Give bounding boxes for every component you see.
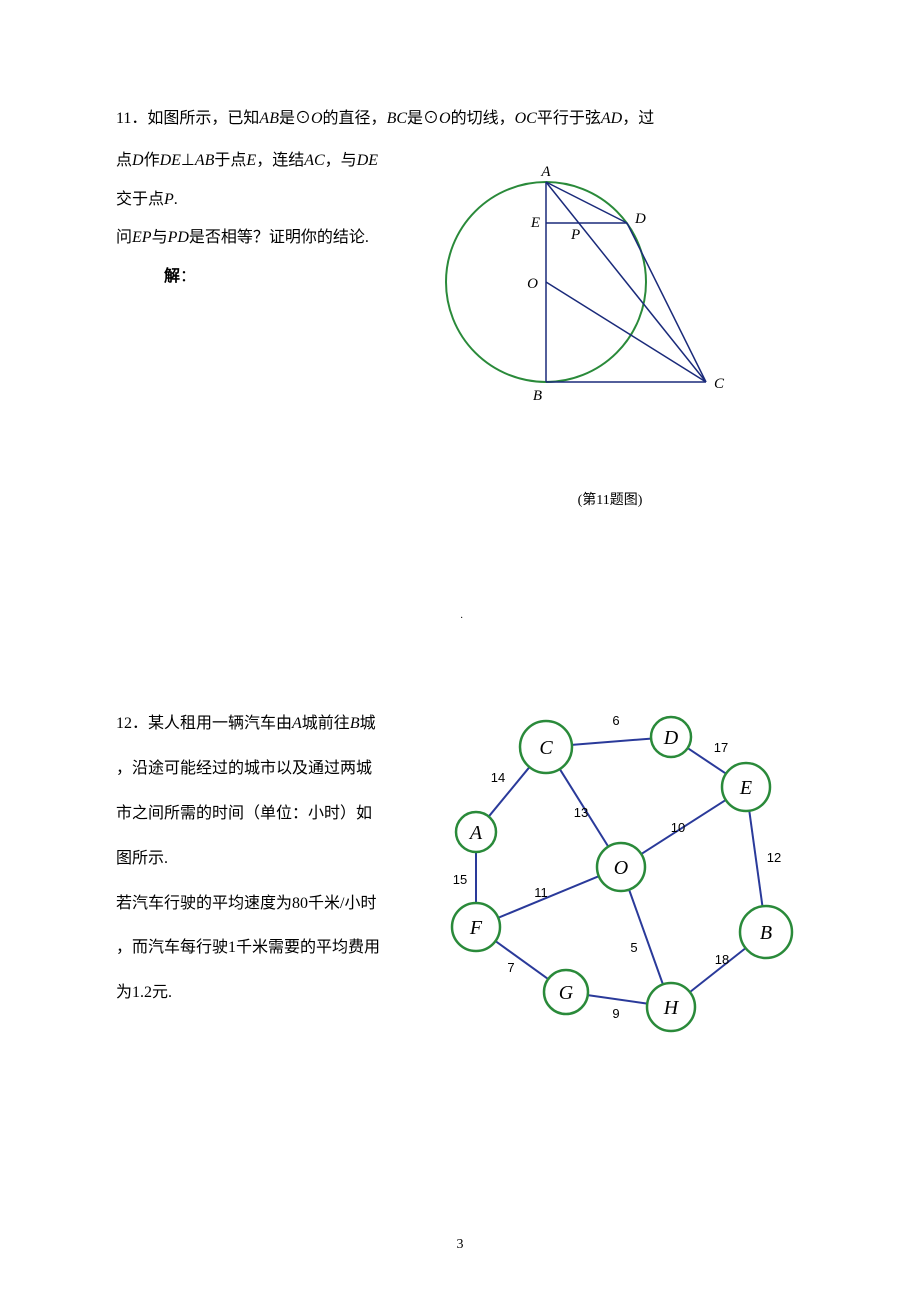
- node-label-E: E: [739, 777, 752, 799]
- edge-weight-E-O: 10: [671, 820, 685, 835]
- p12-line-4: 若汽车行驶的平均速度为80千米/小时: [116, 882, 416, 927]
- edge-weight-H-B: 18: [715, 952, 729, 967]
- page-number: 3: [0, 1228, 920, 1262]
- center-marker: ·: [460, 607, 463, 631]
- p12-line-5: ，而汽车每行驶1千米需要的平均费用: [116, 926, 416, 971]
- point-label-P: P: [570, 227, 580, 243]
- problem-12: 12．某人租用一辆汽车由A城前往B城，沿途可能经过的城市以及通过两城市之间所需的…: [116, 702, 804, 1042]
- spacer: ·: [116, 512, 804, 702]
- p11-line3: 交于点P.: [116, 181, 416, 219]
- edge-weight-C-O: 13: [574, 805, 588, 820]
- p11-answer-label: 解：: [116, 258, 416, 296]
- edge-weight-G-H: 9: [612, 1006, 619, 1021]
- edge-weight-F-O: 11: [534, 885, 548, 900]
- p11-figure: ABODEPC (第11题图): [416, 142, 804, 512]
- segment-AD: [546, 182, 627, 223]
- p11-line1: 11．如图所示，已知AB是⊙O的直径，BC是⊙O的切线，OC平行于弦AD，过: [116, 100, 804, 138]
- edge-O-H: [629, 890, 663, 985]
- node-label-O: O: [614, 857, 628, 879]
- node-label-D: D: [663, 727, 679, 749]
- p11-text: 点D作DE⊥AB于点E，连结AC，与DE 交于点P. 问EP与PD是否相等？证明…: [116, 142, 416, 296]
- problem-11: 11．如图所示，已知AB是⊙O的直径，BC是⊙O的切线，OC平行于弦AD，过 点…: [116, 100, 804, 512]
- p11-svg: A B O D E P C: [416, 142, 746, 462]
- edge-weight-E-B: 12: [767, 850, 781, 865]
- p12-line-2: 市之间所需的时间（单位：小时）如: [116, 792, 416, 837]
- edge-C-D: [572, 739, 651, 745]
- edge-weight-O-H: 5: [630, 940, 637, 955]
- edge-G-H: [588, 996, 647, 1004]
- p12-text: 12．某人租用一辆汽车由A城前往B城，沿途可能经过的城市以及通过两城市之间所需的…: [116, 702, 416, 1016]
- segment-OC: [546, 282, 706, 382]
- edge-F-O: [498, 877, 599, 919]
- edge-weight-A-F: 15: [453, 872, 467, 887]
- p11-block: 点D作DE⊥AB于点E，连结AC，与DE 交于点P. 问EP与PD是否相等？证明…: [116, 142, 804, 512]
- p12-svg: 14 6 17 13 10 12 15 11 7 5 9 18 A C D E O F G H B: [416, 702, 816, 1042]
- p11-line4: 问EP与PD是否相等？证明你的结论.: [116, 219, 416, 257]
- node-label-F: F: [469, 917, 483, 939]
- edge-weight-A-C: 14: [491, 770, 505, 785]
- edge-weight-F-G: 7: [507, 960, 514, 975]
- node-label-H: H: [663, 997, 680, 1019]
- p11-line2: 点D作DE⊥AB于点E，连结AC，与DE: [116, 142, 416, 180]
- p12-line-3: 图所示.: [116, 837, 416, 882]
- point-label-E: E: [530, 215, 540, 231]
- p12-line-0: 12．某人租用一辆汽车由A城前往B城: [116, 702, 416, 747]
- edge-E-B: [749, 811, 762, 906]
- point-label-O: O: [527, 276, 538, 292]
- p12-line-6: 为1.2元.: [116, 971, 416, 1016]
- p12-figure: 14 6 17 13 10 12 15 11 7 5 9 18 A C D E O F G H B: [416, 702, 816, 1042]
- point-label-A: A: [540, 164, 551, 180]
- edge-weight-C-D: 6: [612, 713, 619, 728]
- node-label-C: C: [539, 737, 553, 759]
- p12-line-1: ，沿途可能经过的城市以及通过两城: [116, 747, 416, 792]
- segment-AC: [546, 182, 706, 382]
- node-label-G: G: [559, 982, 574, 1004]
- node-label-B: B: [760, 922, 772, 944]
- node-label-A: A: [468, 822, 483, 844]
- edge-weight-D-E: 17: [714, 740, 728, 755]
- point-label-B: B: [533, 388, 542, 404]
- point-label-C: C: [714, 376, 725, 392]
- edge-F-G: [495, 941, 548, 979]
- point-label-D: D: [634, 211, 646, 227]
